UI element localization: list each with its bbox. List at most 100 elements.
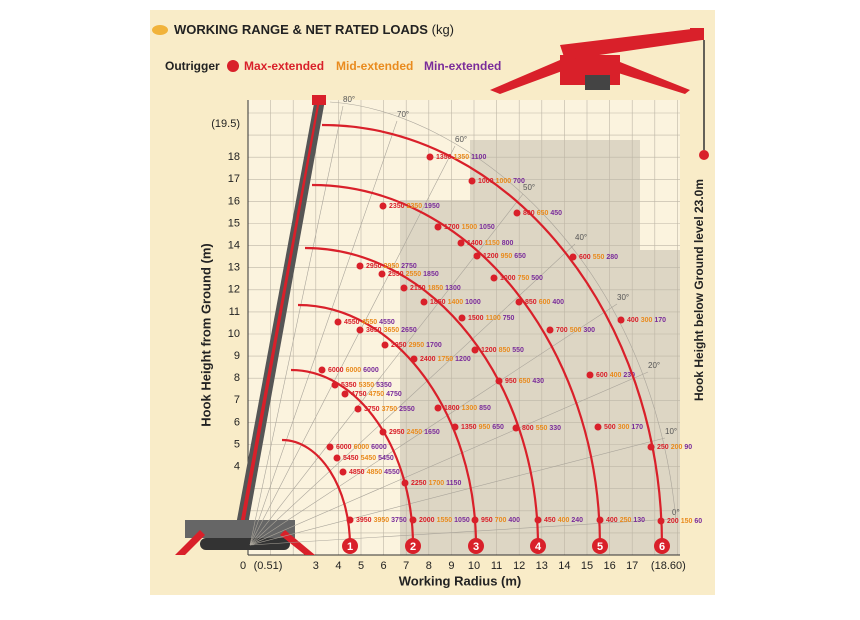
load-value: 4750 [386,391,402,398]
load-value: 1150 [485,240,500,247]
boom-number: 4 [535,541,542,553]
load-value: 2550 [388,271,404,278]
load-label: 950 700 400 [481,517,520,524]
load-label: 3750 3750 2550 [364,406,415,413]
load-value: 2350 [407,203,423,210]
load-point [594,423,602,431]
load-value: 2250 [411,480,427,487]
load-label: 3950 3950 3750 [356,517,407,524]
load-value: 1850 [428,285,444,292]
title: WORKING RANGE & NET RATED LOADS (kg) [174,22,454,37]
y-tick-label: 11 [229,306,240,318]
load-value: 280 [606,254,618,261]
y-tick-label: 16 [228,195,240,207]
y-tick-label: 9 [234,350,240,362]
load-point [546,326,554,334]
boom-number-badge [592,538,608,554]
load-value: 1100 [471,154,486,161]
load-value: 1850 [430,299,446,306]
load-point [378,270,386,278]
load-value: 400 [627,317,639,324]
load-value: 170 [654,317,666,324]
load-value: 550 [536,425,548,432]
load-point [381,341,389,349]
load-label: 2150 1850 1300 [410,285,461,292]
load-value: 5450 [343,455,359,462]
load-label: 400 250 130 [606,517,645,524]
load-value: 400 [606,517,618,524]
load-value: 800 [522,425,534,432]
load-value: 2950 [384,263,400,270]
load-value: 2000 [419,517,435,524]
load-value: 1700 [429,480,445,487]
load-point [356,326,364,334]
load-value: 250 [657,444,669,451]
load-point [534,516,542,524]
angle-label: 70° [397,110,409,119]
angle-line [249,437,666,546]
load-value: 6000 [336,444,352,451]
boom-number-badge [654,538,670,554]
x-tick-label: 15 [581,560,593,572]
load-value: 700 [556,327,568,334]
load-point [341,390,349,398]
load-value: 4550 [379,319,395,326]
x-tick-label: (18.60) [651,560,686,572]
load-value: 800 [502,240,514,247]
angle-label: 30° [617,293,629,302]
load-value: 600 [596,372,608,379]
y-tick-label: 4 [234,461,240,473]
load-point [356,262,364,270]
load-value: 1100 [486,315,501,322]
load-value: 650 [519,378,531,385]
arcs: 80°70°60°50°40°30°20°10°0°6000 6000 600054… [249,95,702,554]
load-value: 230 [623,372,635,379]
load-value: 1850 [423,271,439,278]
load-value: 2950 [409,342,425,349]
angle-line [249,371,649,546]
load-label: 1500 1100 750 [468,315,515,322]
boom-number-badge [405,538,421,554]
load-value: 1300 [445,285,461,292]
y-axis-label: Hook Height from Ground (m) [198,243,213,426]
load-value: 200 [671,444,683,451]
load-point [512,424,520,432]
load-value: 500 [570,327,582,334]
load-label: 250 200 90 [657,444,692,451]
x-tick-label: 13 [536,560,548,572]
load-value: 6000 [363,367,379,374]
load-value: 60 [694,518,702,525]
x-tick-label: 3 [313,560,319,572]
load-value: 1000 [500,275,516,282]
load-value: 850 [499,347,511,354]
angle-label: 10° [665,427,677,436]
angle-line [249,120,398,546]
load-value: 950 [501,253,513,260]
boom-number: 6 [659,541,665,553]
y-tick-label: 18 [228,151,240,163]
load-value: 4550 [384,469,400,476]
load-value: 2950 [366,263,382,270]
load-point [339,468,347,476]
load-value: 1050 [454,517,470,524]
load-value: 1150 [446,480,461,487]
load-value: 300 [618,424,630,431]
load-point [457,239,465,247]
load-value: 700 [495,517,507,524]
load-value: 1400 [448,299,464,306]
load-value: 4850 [367,469,383,476]
y-tick-label: 10 [228,328,240,340]
load-value: 330 [549,425,561,432]
y-tick-label: 5 [234,438,240,450]
load-value: 4750 [351,391,367,398]
y-tick-label: 14 [228,240,240,252]
angle-label: 20° [648,361,660,370]
load-value: 1800 [444,405,460,412]
load-value: 2750 [401,263,417,270]
load-value: 6000 [354,444,370,451]
load-value: 1500 [462,224,478,231]
load-point [458,314,466,322]
angle-label: 80° [343,95,355,104]
load-label: 1800 1300 850 [444,405,491,412]
right-label: Hook Height below Ground level 23.0m [692,179,706,401]
